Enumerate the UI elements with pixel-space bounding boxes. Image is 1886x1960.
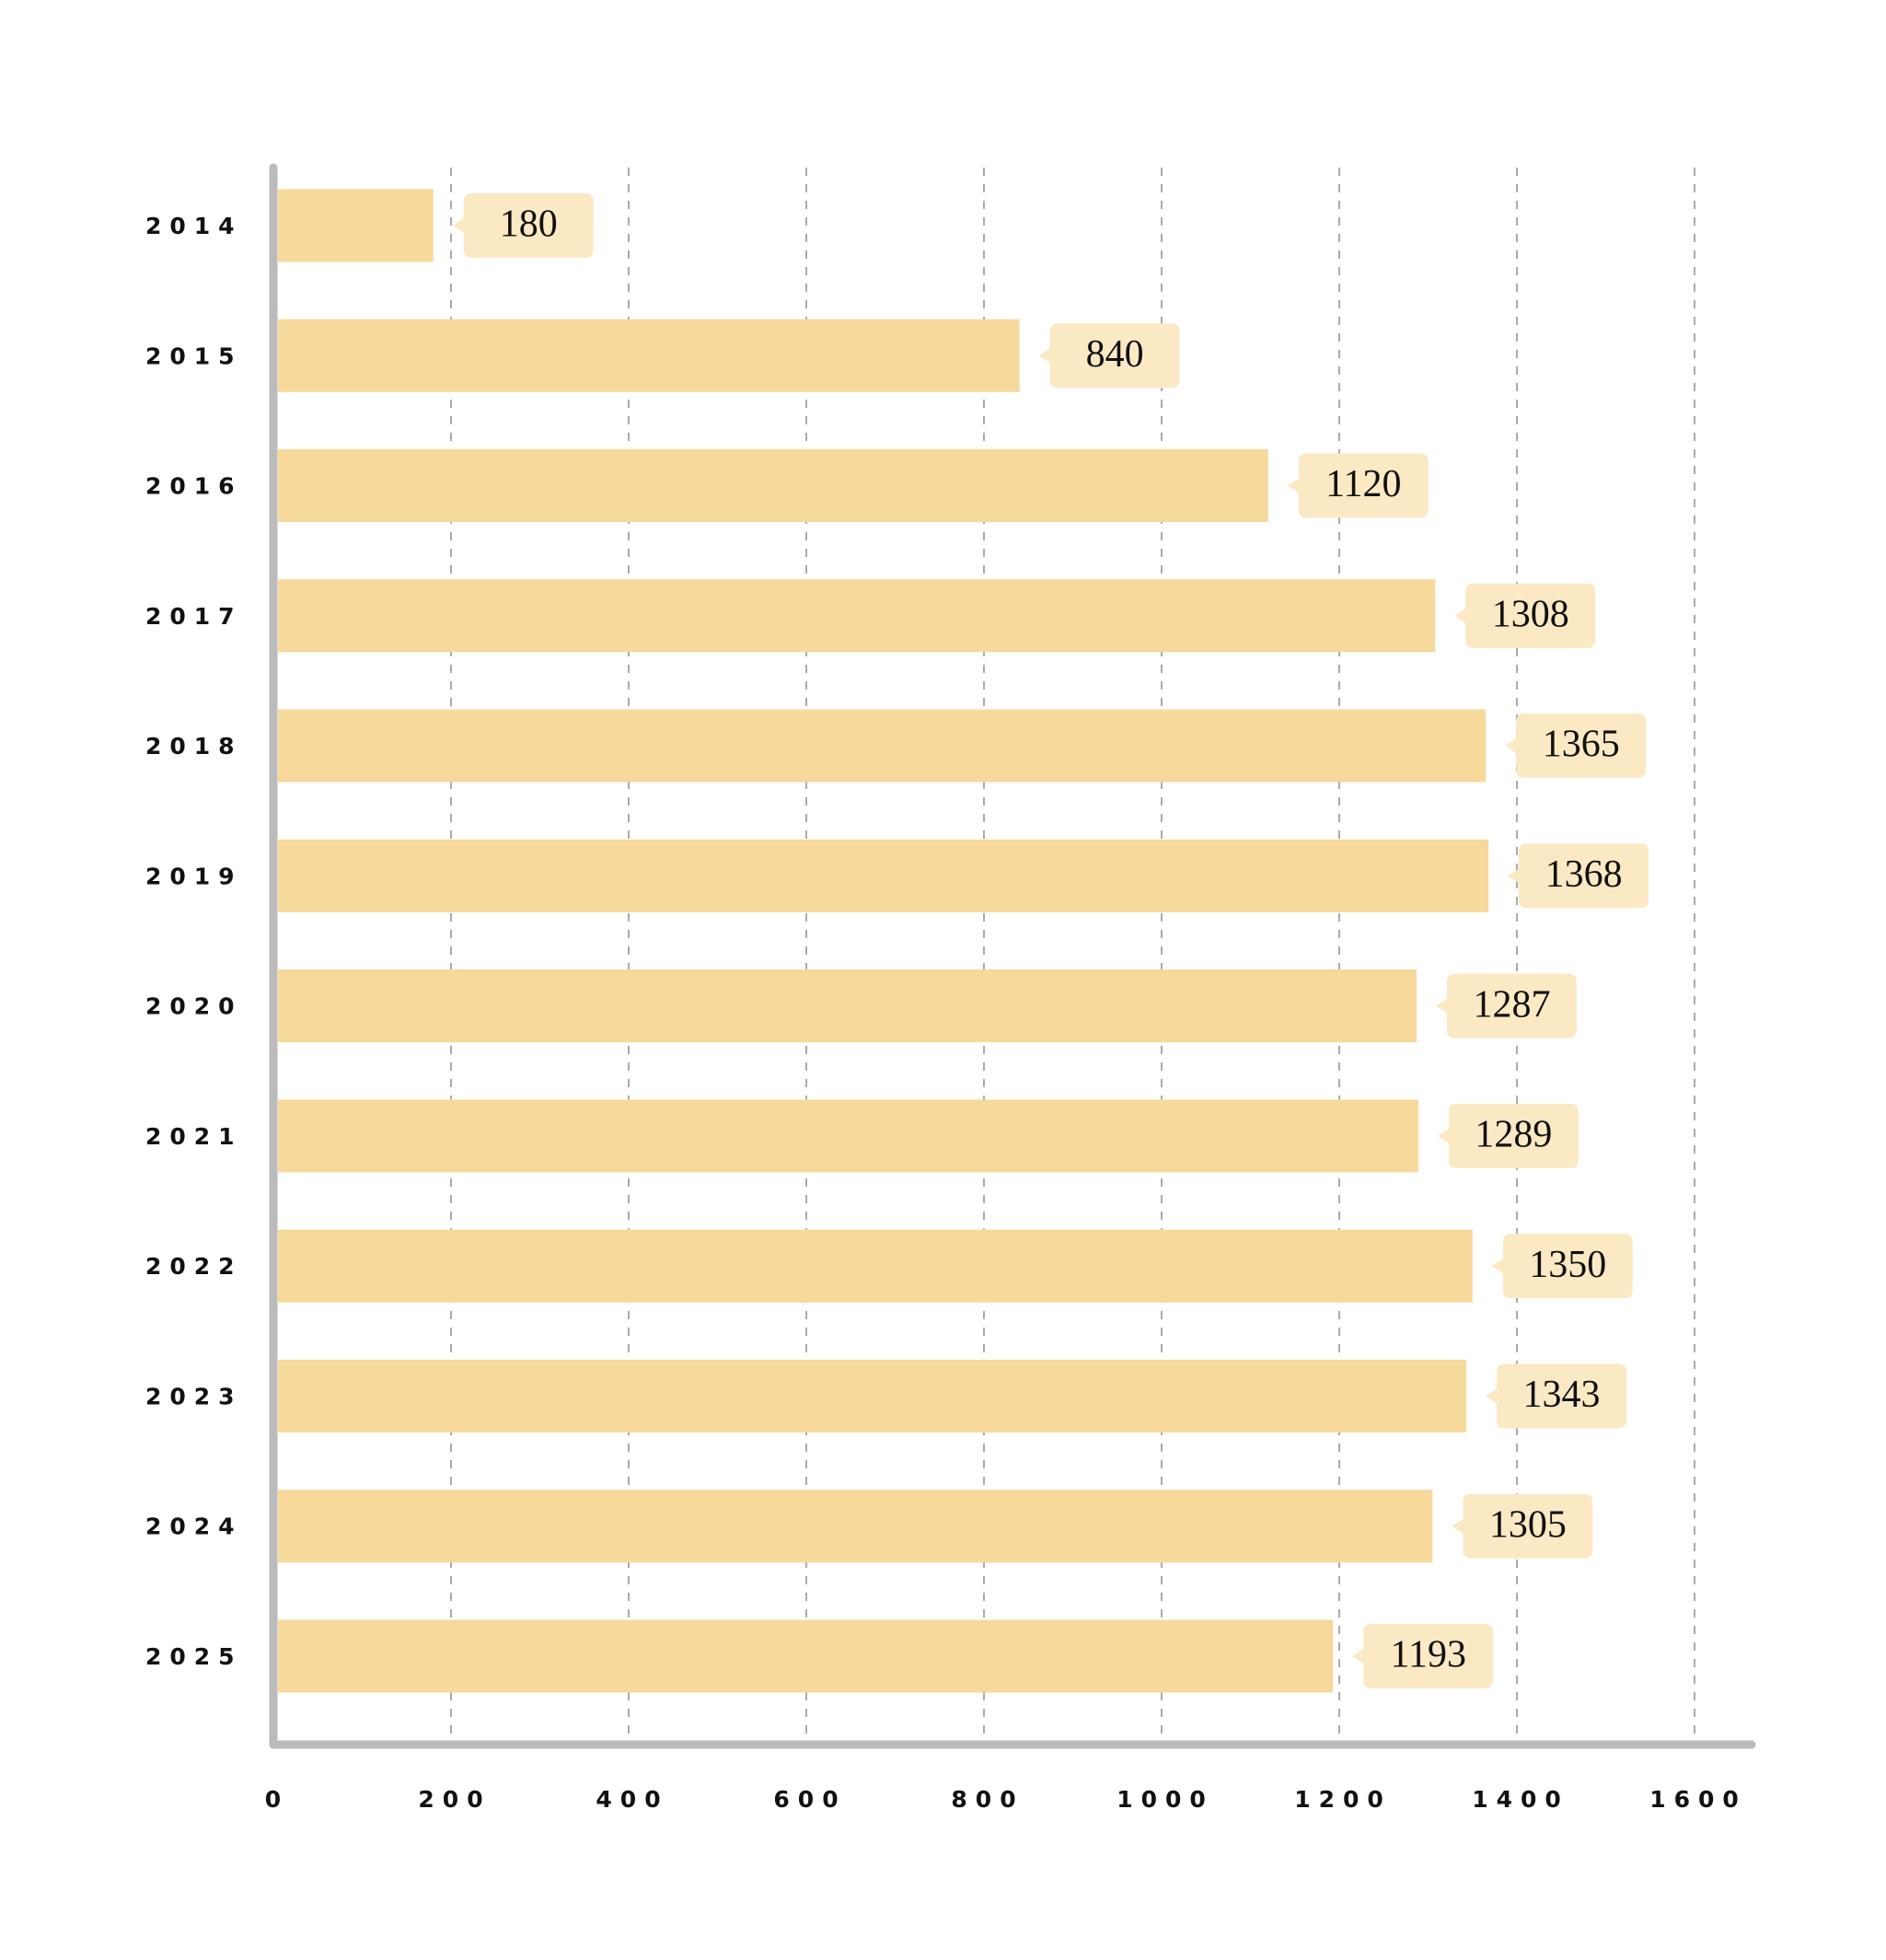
x-tick-label: 800 (951, 1786, 1024, 1813)
bar (278, 839, 1489, 912)
value-label: 1193 (1391, 1634, 1466, 1676)
value-label: 840 (1086, 333, 1144, 376)
bar (278, 1490, 1433, 1563)
x-tick-label: 1400 (1472, 1786, 1569, 1813)
y-tick-label: 2023 (145, 1383, 243, 1409)
bar (278, 1099, 1418, 1173)
value-label: 1305 (1489, 1503, 1567, 1546)
y-tick-label: 2015 (145, 342, 243, 369)
y-tick-label: 2022 (145, 1253, 243, 1280)
y-tick-label: 2017 (145, 603, 243, 630)
bar (278, 709, 1487, 783)
label-pointer (1485, 1387, 1498, 1405)
y-tick-label: 2020 (145, 993, 243, 1020)
label-box (1516, 713, 1647, 779)
label-pointer (1505, 737, 1519, 755)
value-label: 180 (500, 203, 558, 246)
label-box (1446, 973, 1577, 1038)
bar (278, 1359, 1466, 1432)
label-box (1448, 1103, 1579, 1168)
label-box (463, 193, 594, 258)
value-label: 1120 (1325, 463, 1401, 505)
y-tick-label: 2025 (145, 1643, 243, 1670)
label-box (1519, 843, 1649, 909)
label-box (1363, 1624, 1494, 1688)
label-box (1465, 583, 1596, 648)
value-label: 1365 (1543, 724, 1620, 766)
bar (278, 579, 1436, 653)
bar (278, 969, 1417, 1043)
label-pointer (1038, 347, 1052, 365)
x-tick-label: 1000 (1117, 1786, 1214, 1813)
label-pointer (1352, 1648, 1366, 1664)
y-tick-label: 2014 (145, 213, 243, 239)
x-tick-label: 600 (773, 1786, 846, 1813)
bar (278, 189, 434, 262)
value-label: 1368 (1545, 853, 1623, 896)
value-label: 1343 (1522, 1374, 1600, 1416)
value-label: 1350 (1529, 1244, 1606, 1286)
label-pointer (1435, 997, 1449, 1015)
value-label: 1289 (1475, 1114, 1552, 1156)
label-pointer (1454, 607, 1468, 624)
bar (278, 449, 1268, 523)
x-tick-label: 400 (596, 1786, 668, 1813)
label-box (1298, 453, 1429, 518)
label-pointer (1452, 1517, 1465, 1535)
x-tick-label: 1600 (1649, 1786, 1747, 1813)
y-tick-label: 2016 (145, 473, 243, 500)
x-tick-label: 200 (418, 1786, 491, 1813)
bar (278, 319, 1020, 392)
label-box (1463, 1493, 1593, 1559)
label-pointer (452, 217, 466, 234)
y-tick-label: 2021 (145, 1123, 243, 1150)
y-tick-label: 2019 (145, 863, 243, 889)
label-pointer (1287, 477, 1301, 494)
bar (278, 1619, 1334, 1693)
label-pointer (1437, 1127, 1451, 1144)
label-box (1496, 1363, 1626, 1429)
y-tick-label: 2018 (145, 733, 243, 760)
x-tick-label: 0 (265, 1786, 289, 1813)
label-pointer (1491, 1258, 1505, 1275)
label-box (1049, 323, 1180, 389)
label-pointer (1508, 867, 1522, 885)
label-box (1502, 1234, 1633, 1299)
y-tick-label: 2024 (145, 1513, 243, 1540)
x-tick-label: 1200 (1294, 1786, 1392, 1813)
bar (278, 1229, 1473, 1303)
value-label: 1308 (1492, 593, 1569, 635)
value-label: 1287 (1473, 983, 1550, 1026)
